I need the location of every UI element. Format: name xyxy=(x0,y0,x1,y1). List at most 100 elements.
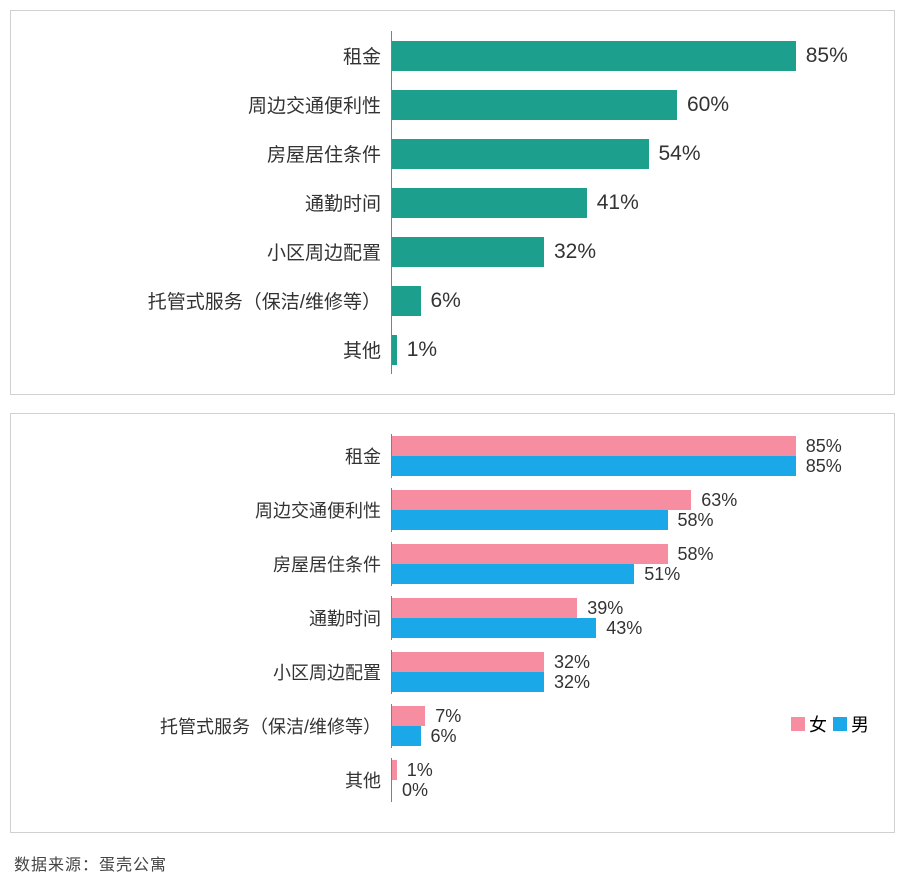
chart2-bar-line-female: 32% xyxy=(392,652,874,672)
chart2-row: 其他1%0% xyxy=(21,758,874,802)
chart2-bar-male xyxy=(392,456,796,476)
chart1-category-label: 小区周边配置 xyxy=(21,238,391,265)
chart2-value-label-female: 63% xyxy=(691,490,737,511)
chart1-bar xyxy=(392,139,649,169)
chart1-row: 租金 85% xyxy=(21,31,874,80)
chart-panel-overall: 租金 85% 周边交通便利性 60% 房屋居住条件 54% 通勤时间 41% 小区周边配置 32%… xyxy=(10,10,895,395)
chart2-row: 小区周边配置32%32% xyxy=(21,650,874,694)
chart1-row: 小区周边配置 32% xyxy=(21,227,874,276)
chart2-category-label: 通勤时间 xyxy=(21,605,391,631)
chart2-bar-track: 32%32% xyxy=(391,650,874,694)
chart1-bar-track: 85% xyxy=(391,31,874,80)
chart1-value-label: 32% xyxy=(544,240,596,264)
chart1-category-label: 租金 xyxy=(21,42,391,69)
chart2-bar-female xyxy=(392,652,544,672)
chart1-bar-track: 54% xyxy=(391,129,874,178)
chart1-category-label: 周边交通便利性 xyxy=(21,91,391,118)
chart2-bar-track: 1%0% xyxy=(391,758,874,802)
chart2-value-label-female: 58% xyxy=(668,544,714,565)
chart1-bar-track: 60% xyxy=(391,80,874,129)
chart2-bar-line-male: 85% xyxy=(392,456,874,476)
chart2-row: 通勤时间39%43% xyxy=(21,596,874,640)
chart2-bar-female xyxy=(392,598,577,618)
chart2-bar-female xyxy=(392,490,691,510)
chart1-row: 其他1% xyxy=(21,325,874,374)
chart1-row: 房屋居住条件 54% xyxy=(21,129,874,178)
chart1-category-label: 通勤时间 xyxy=(21,189,391,216)
chart1-bar-track: 6% xyxy=(391,276,874,325)
chart2-bar-track: 85%85% xyxy=(391,434,874,478)
chart1-bar-track: 41% xyxy=(391,178,874,227)
chart2-value-label-female: 7% xyxy=(425,706,461,727)
chart2-bar-track: 63%58% xyxy=(391,488,874,532)
chart2-value-label-male: 58% xyxy=(668,510,714,531)
chart1-bar xyxy=(392,188,587,218)
chart2-bar-line-female: 39% xyxy=(392,598,874,618)
chart1-row: 托管式服务（保洁/维修等） 6% xyxy=(21,276,874,325)
legend-swatch xyxy=(833,717,847,731)
chart2-bar-line-female: 63% xyxy=(392,490,874,510)
chart2-value-label-male: 6% xyxy=(421,726,457,747)
chart2-bar-line-male: 32% xyxy=(392,672,874,692)
chart2-value-label-female: 32% xyxy=(544,652,590,673)
chart1-row: 通勤时间 41% xyxy=(21,178,874,227)
chart2-row: 房屋居住条件58%51% xyxy=(21,542,874,586)
chart2-bar-track: 39%43% xyxy=(391,596,874,640)
chart2-bar-male xyxy=(392,726,421,746)
chart2-bar-female xyxy=(392,544,668,564)
chart1-value-label: 41% xyxy=(587,191,639,215)
legend-item: 女 xyxy=(791,711,827,737)
chart1-bar xyxy=(392,90,677,120)
chart2-bar-female xyxy=(392,436,796,456)
chart2-bar-line-female: 58% xyxy=(392,544,874,564)
chart2-bar-male xyxy=(392,618,596,638)
chart1-bar-track: 1% xyxy=(391,325,874,374)
chart2-value-label-male: 51% xyxy=(634,564,680,585)
legend-label: 男 xyxy=(851,711,869,737)
legend-swatch xyxy=(791,717,805,731)
chart2-bar-line-female: 1% xyxy=(392,760,874,780)
data-source-text: 数据来源：蛋壳公寓 xyxy=(14,857,167,874)
chart2-value-label-male: 0% xyxy=(392,780,428,801)
chart2-bar-track: 58%51% xyxy=(391,542,874,586)
chart2-bar-line-male: 58% xyxy=(392,510,874,530)
chart1-row: 周边交通便利性 60% xyxy=(21,80,874,129)
chart1-value-label: 60% xyxy=(677,93,729,117)
legend-label: 女 xyxy=(809,711,827,737)
chart2-bar-line-male: 43% xyxy=(392,618,874,638)
chart1-bar xyxy=(392,286,421,316)
chart2-value-label-male: 85% xyxy=(796,456,842,477)
chart1-bar xyxy=(392,41,796,71)
chart2-bar-male xyxy=(392,672,544,692)
chart2-value-label-female: 85% xyxy=(796,436,842,457)
chart2-value-label-female: 1% xyxy=(397,760,433,781)
chart2-value-label-male: 32% xyxy=(544,672,590,693)
chart-panel-by-gender: 租金85%85%周边交通便利性63%58%房屋居住条件58%51%通勤时间39%… xyxy=(10,413,895,833)
chart2-body: 租金85%85%周边交通便利性63%58%房屋居住条件58%51%通勤时间39%… xyxy=(21,434,874,802)
chart1-category-label: 其他 xyxy=(21,336,391,363)
chart2-bar-male xyxy=(392,510,668,530)
chart1-value-label: 6% xyxy=(421,289,461,313)
chart2-bar-line-female: 85% xyxy=(392,436,874,456)
chart2-category-label: 租金 xyxy=(21,443,391,469)
chart2-category-label: 周边交通便利性 xyxy=(21,497,391,523)
chart1-value-label: 54% xyxy=(649,142,701,166)
chart2-category-label: 托管式服务（保洁/维修等） xyxy=(21,713,391,739)
chart2-row: 周边交通便利性63%58% xyxy=(21,488,874,532)
chart2-bar-line-male: 0% xyxy=(392,780,874,800)
data-source: 数据来源：蛋壳公寓 xyxy=(10,851,895,875)
chart2-bar-male xyxy=(392,564,634,584)
chart1-value-label: 1% xyxy=(397,338,437,362)
chart2-value-label-female: 39% xyxy=(577,598,623,619)
chart1-bar xyxy=(392,237,544,267)
chart1-category-label: 房屋居住条件 xyxy=(21,140,391,167)
chart2-category-label: 其他 xyxy=(21,767,391,793)
chart1-category-label: 托管式服务（保洁/维修等） xyxy=(21,287,391,314)
chart2-row: 租金85%85% xyxy=(21,434,874,478)
chart2-legend: 女男 xyxy=(791,711,869,737)
chart1-value-label: 85% xyxy=(796,44,848,68)
chart2-category-label: 房屋居住条件 xyxy=(21,551,391,577)
chart2-category-label: 小区周边配置 xyxy=(21,659,391,685)
chart1-body: 租金 85% 周边交通便利性 60% 房屋居住条件 54% 通勤时间 41% 小区周边配置 32%… xyxy=(21,31,874,374)
legend-item: 男 xyxy=(833,711,869,737)
